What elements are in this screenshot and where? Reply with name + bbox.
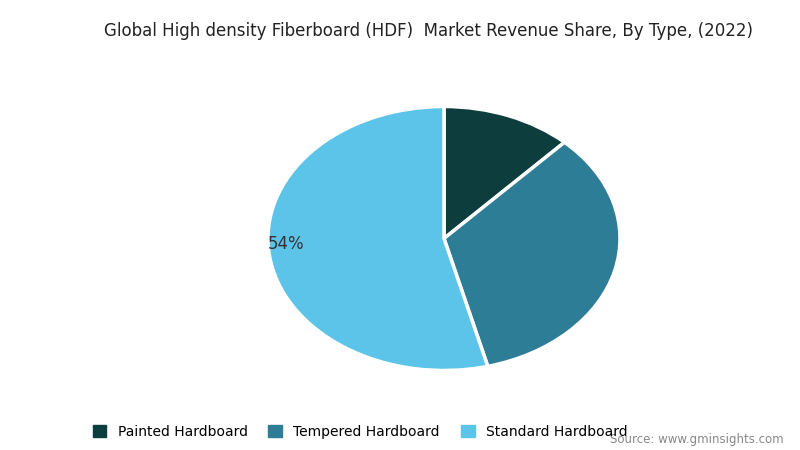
Text: 54%: 54% [268,235,304,253]
Text: Global High density Fiberboard (HDF)  Market Revenue Share, By Type, (2022): Global High density Fiberboard (HDF) Mar… [104,22,753,40]
Wedge shape [268,107,488,370]
Wedge shape [444,142,620,366]
Wedge shape [444,107,565,238]
Legend: Painted Hardboard, Tempered Hardboard, Standard Hardboard: Painted Hardboard, Tempered Hardboard, S… [93,424,627,439]
Text: Source: www.gminsights.com: Source: www.gminsights.com [610,432,784,446]
